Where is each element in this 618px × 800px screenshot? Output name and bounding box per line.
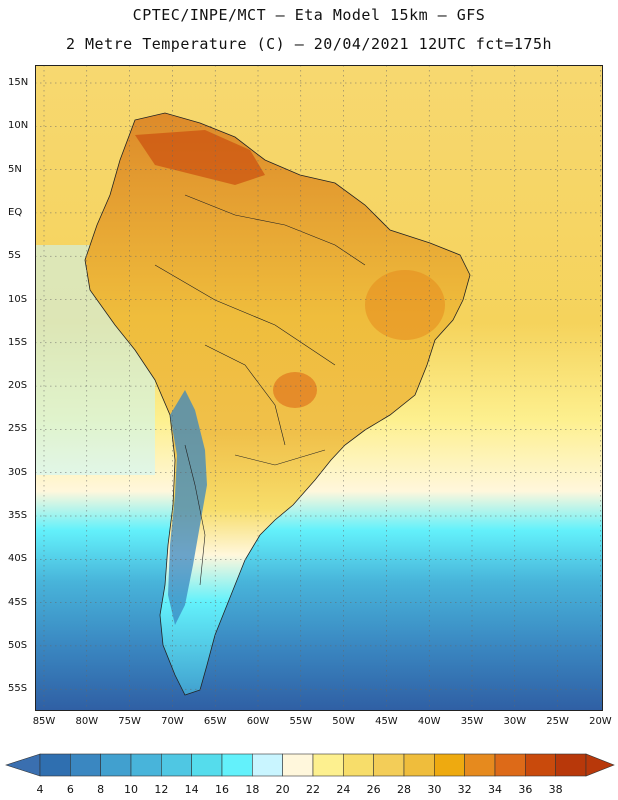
colorbar-tick-label: 8 bbox=[97, 783, 105, 796]
lon-label: 60W bbox=[246, 716, 270, 727]
lon-label: 45W bbox=[375, 716, 398, 727]
lon-label: 30W bbox=[503, 716, 527, 727]
lat-label: 10N bbox=[8, 120, 29, 132]
colorbar-tick-label: 38 bbox=[548, 783, 563, 796]
colorbar-tick-label: 26 bbox=[366, 783, 381, 796]
colorbar-tick-label: 24 bbox=[336, 783, 351, 796]
colorbar-tick-label: 32 bbox=[457, 783, 472, 796]
colorbar-min-arrow bbox=[5, 753, 41, 777]
political-borders bbox=[154, 194, 366, 586]
lat-label: 25S bbox=[8, 423, 28, 435]
lat-label: 10S bbox=[8, 293, 28, 305]
central-hot-zone bbox=[273, 372, 317, 408]
lat-label: 15S bbox=[8, 336, 28, 348]
lon-label: 70W bbox=[161, 716, 184, 727]
colorbar-tick-label: 4 bbox=[36, 783, 44, 796]
lat-label: 15N bbox=[8, 77, 29, 88]
colorbar bbox=[5, 753, 615, 777]
lat-label: 30S bbox=[8, 466, 28, 478]
colorbar-tick-label: 20 bbox=[275, 783, 290, 796]
colorbar-segment bbox=[525, 753, 556, 777]
lon-label: 65W bbox=[203, 716, 227, 727]
lat-label: 50S bbox=[8, 639, 28, 651]
lon-label: 55W bbox=[289, 716, 313, 727]
andes-cold-ridge bbox=[168, 390, 207, 625]
temperature-map bbox=[35, 65, 603, 711]
colorbar-tick-label: 14 bbox=[184, 783, 199, 796]
colorbar-segment bbox=[494, 753, 526, 777]
colorbar-tick-label: 6 bbox=[66, 783, 74, 796]
lat-label: 45S bbox=[8, 596, 28, 608]
northeast-hot-zone bbox=[365, 270, 445, 340]
lat-label: 5N bbox=[8, 163, 22, 175]
map-subtitle: 2 Metre Temperature (C) – 20/04/2021 12U… bbox=[65, 35, 553, 53]
colorbar-segment bbox=[403, 753, 435, 777]
colorbar-tick-label: 34 bbox=[488, 783, 502, 796]
lat-label: 55S bbox=[8, 683, 28, 695]
lon-label: 40W bbox=[417, 716, 441, 727]
lon-label: 25W bbox=[546, 716, 569, 727]
colorbar-tick-label: 36 bbox=[518, 783, 533, 796]
colorbar-segment bbox=[434, 753, 465, 777]
colorbar-tick-label: 10 bbox=[124, 783, 138, 796]
lat-label: 5S bbox=[8, 250, 21, 262]
colorbar-segment bbox=[191, 753, 223, 777]
map-title: CPTEC/INPE/MCT – Eta Model 15km – GFS bbox=[132, 6, 486, 24]
colorbar-segment bbox=[252, 753, 283, 777]
colorbar-tick-label: 28 bbox=[397, 783, 411, 796]
colorbar-tick-label: 30 bbox=[427, 783, 442, 796]
colorbar-tick-label: 18 bbox=[245, 783, 260, 796]
colorbar-segment bbox=[464, 753, 496, 777]
lon-label: 80W bbox=[75, 716, 99, 727]
lon-label: 50W bbox=[332, 716, 355, 727]
lon-label: 20W bbox=[589, 716, 612, 727]
lon-label: 35W bbox=[460, 716, 484, 727]
colorbar-segment bbox=[39, 753, 71, 777]
colorbar-segment bbox=[312, 753, 344, 777]
lat-label: EQ bbox=[8, 206, 23, 218]
colorbar-segment bbox=[100, 753, 132, 777]
colorbar-segment bbox=[282, 753, 314, 777]
colorbar-segment bbox=[130, 753, 162, 777]
colorbar-segment bbox=[161, 753, 192, 777]
colorbar-segment bbox=[555, 753, 587, 777]
map-border bbox=[35, 65, 603, 711]
colorbar-max-arrow bbox=[585, 753, 615, 777]
colorbar-segment bbox=[221, 753, 253, 777]
colorbar-tick-label: 12 bbox=[154, 783, 169, 796]
colorbar-tick-label: 22 bbox=[306, 783, 320, 796]
northern-hot-zone bbox=[135, 130, 265, 185]
colorbar-segment bbox=[70, 753, 101, 777]
lon-label: 75W bbox=[118, 716, 141, 727]
lat-label: 40S bbox=[8, 553, 28, 565]
lat-label: 20S bbox=[8, 380, 28, 392]
colorbar-segment bbox=[373, 753, 405, 777]
colorbar-segment bbox=[343, 753, 374, 777]
lat-label: 35S bbox=[8, 510, 28, 521]
lon-label: 85W bbox=[32, 716, 56, 727]
colorbar-tick-label: 16 bbox=[215, 783, 229, 796]
